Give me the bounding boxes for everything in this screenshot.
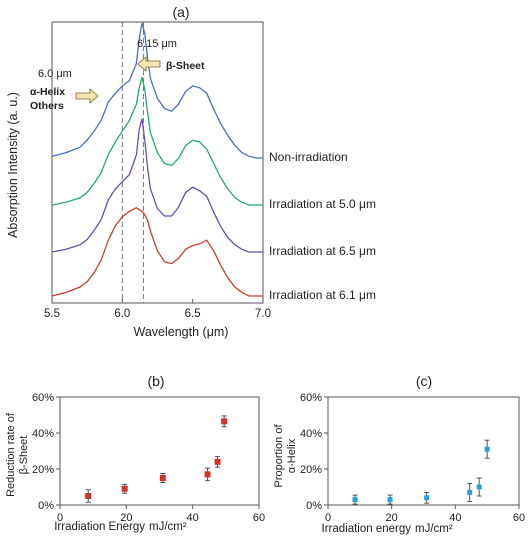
x-tick-label: 60 — [513, 512, 525, 524]
spectra-series — [51, 22, 263, 297]
alpha-helix-plot-frame — [327, 396, 520, 506]
y-tick-label: 20% — [300, 464, 322, 476]
data-point — [424, 495, 430, 501]
alpha-helix-x-axis-unit: mJ/cm² — [415, 523, 453, 535]
panel-c-label: (c) — [416, 373, 432, 389]
y-tick-label: 60% — [300, 392, 322, 404]
data-point — [159, 475, 166, 481]
beta-sheet-x-axis-label: Irradiation Energy — [54, 521, 145, 533]
beta-sheet-y-axis-label-line1: Reduction rate of — [5, 412, 17, 497]
y-tick-label: 0% — [38, 500, 54, 512]
spectra-trace-labels: Non-irradiation Irradiation at 5.0 μm Irra… — [269, 150, 376, 302]
others-annotation: Others — [30, 100, 64, 112]
data-point — [214, 458, 221, 465]
alpha-helix-ticks: 0 20 40 60 0% 20% 40% 60% — [300, 392, 525, 524]
alpha-helix-y-axis-label-line2: α-Helix — [286, 438, 298, 473]
spectrum-line — [51, 207, 263, 297]
spectrum-line — [51, 22, 263, 159]
data-point — [85, 493, 92, 499]
alpha-helix-annotation: α-Helix — [30, 86, 65, 98]
spectrum-line — [51, 118, 263, 253]
data-point — [352, 497, 358, 503]
data-point — [476, 484, 482, 490]
x-tick-label: 20 — [386, 512, 398, 524]
beta-sheet-ticks: 0 20 40 60 0% 20% 40% 60% — [32, 392, 265, 524]
data-point — [467, 489, 473, 495]
spectra-x-axis-label: Wavelength (μm) — [134, 325, 229, 339]
x-tick-label: 7.0 — [255, 308, 271, 320]
spectra-plot-frame — [51, 21, 264, 304]
panel-b-label: (b) — [147, 373, 164, 389]
beta-sheet-panel: (b) 0 20 40 60 0% 20% 40% 60% Irradiation Energ… — [5, 373, 265, 533]
x-tick-label: 40 — [187, 512, 199, 524]
beta-sheet-annotation: β-Sheet — [166, 60, 205, 72]
trace-label: Non-irradiation — [269, 150, 348, 164]
spectrum-line — [51, 77, 263, 206]
y-tick-label: 40% — [300, 428, 322, 440]
x-tick-label: 6.0 — [114, 308, 130, 320]
beta-sheet-plot-frame — [59, 396, 260, 506]
trace-label: Irradiation at 6.5 μm — [269, 244, 376, 258]
reference-lines — [121, 22, 144, 303]
alpha-helix-points — [352, 439, 490, 505]
spectra-x-ticks: 5.5 6.0 6.5 7.0 — [44, 299, 271, 320]
trace-label: Irradiation at 6.1 μm — [269, 288, 376, 302]
data-point — [204, 471, 211, 478]
beta-sheet-x-axis-unit: mJ/cm² — [149, 521, 187, 533]
beta-sheet-y-axis-label-line2: β-Sheet — [18, 436, 30, 475]
alpha-helix-panel: (c) 0 20 40 60 0% 20% 40% 60% Irradiation energ… — [273, 373, 525, 535]
x-tick-label: 40 — [449, 512, 461, 524]
x-tick-label: 5.5 — [44, 308, 60, 320]
y-tick-label: 20% — [32, 464, 54, 476]
beta-sheet-arrow-icon — [137, 56, 161, 72]
y-tick-label: 60% — [32, 392, 54, 404]
x-tick-label: 20 — [120, 512, 132, 524]
x-tick-label: 6.5 — [185, 308, 201, 320]
data-point — [221, 418, 228, 425]
alpha-helix-y-axis-label-line1: Proportion of — [273, 424, 285, 488]
peak-6-0-annotation: 6.0 μm — [38, 68, 72, 80]
y-tick-label: 40% — [32, 428, 54, 440]
data-point — [387, 497, 393, 503]
spectra-panel: (a) 5.5 6.0 6.5 7.0 Non-irradiation Irradiat… — [6, 4, 376, 339]
alpha-helix-x-axis-label: Irradiation energy — [322, 523, 412, 535]
y-tick-label: 0% — [306, 500, 322, 512]
x-tick-label: 0 — [325, 512, 331, 524]
alpha-helix-arrow-icon — [75, 88, 99, 104]
peak-6-15-annotation: 6.15 μm — [137, 38, 177, 50]
beta-sheet-points — [85, 415, 228, 503]
panel-a-label: (a) — [172, 4, 189, 20]
x-tick-label: 0 — [57, 512, 63, 524]
data-point — [484, 446, 490, 452]
spectra-y-axis-label: Absorption Intensity (a. u.) — [6, 92, 20, 238]
trace-label: Irradiation at 5.0 μm — [269, 197, 376, 211]
x-tick-label: 60 — [253, 512, 265, 524]
data-point — [121, 485, 128, 492]
